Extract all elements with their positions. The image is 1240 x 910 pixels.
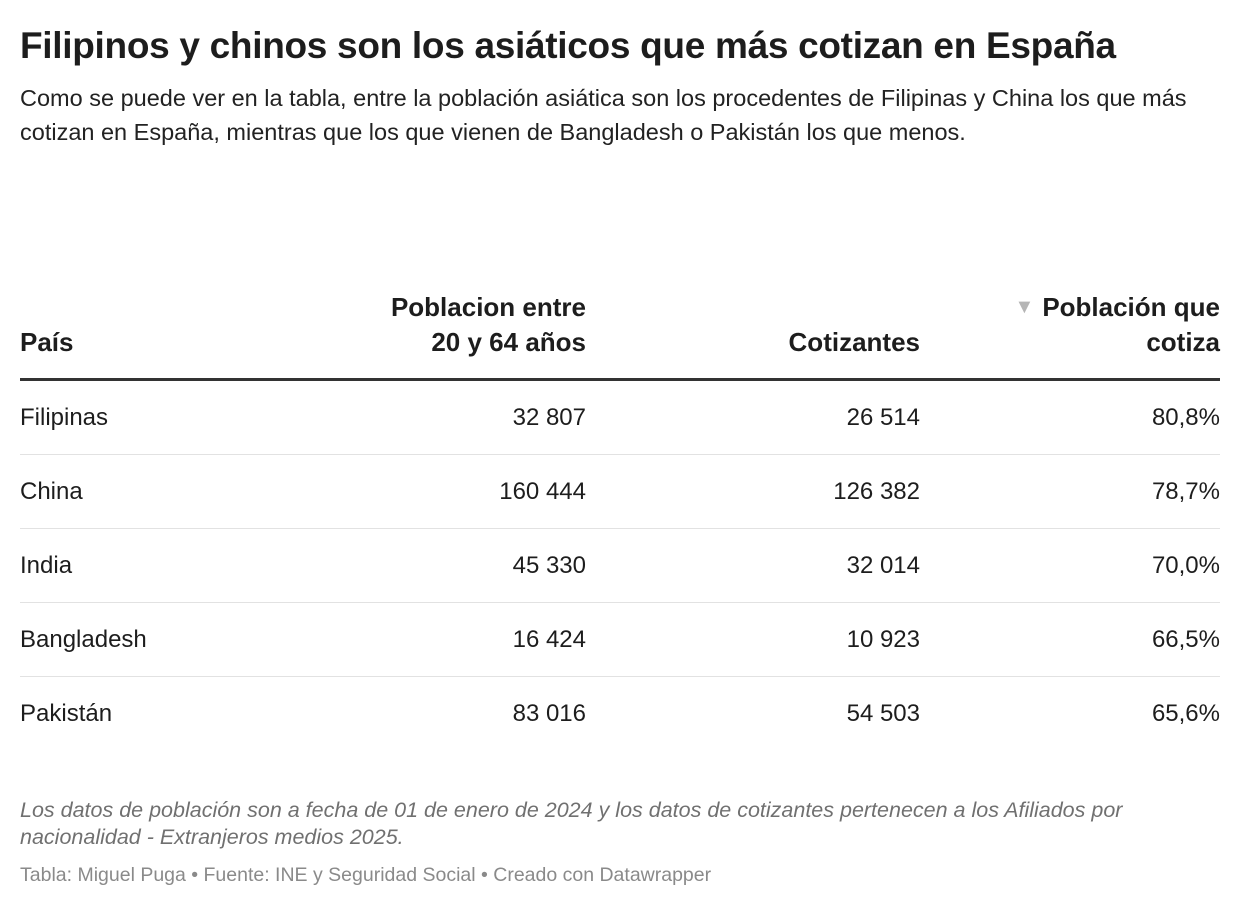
column-header-cotizantes[interactable]: Cotizantes <box>586 290 920 381</box>
cotizantes-cell: 26 514 <box>586 379 920 455</box>
table-row: Bangladesh 16 424 10 923 66,5% <box>20 602 1220 677</box>
country-cell: India <box>20 528 320 603</box>
country-cell: Pakistán <box>20 699 113 727</box>
chart-notes: Los datos de población son a fecha de 01… <box>20 798 1123 849</box>
column-header-poblacion-que-cotiza[interactable]: ▼ Población que cotiza <box>920 290 1220 381</box>
country-cell: China <box>20 454 320 529</box>
population-cell: 16 424 <box>320 602 586 677</box>
population-cell: 83 016 <box>512 699 586 727</box>
percentage-cell: 65,6% <box>1151 699 1220 727</box>
percentage-cell: 78,7% <box>920 454 1220 529</box>
table-row: Pakistán 83 016 54 503 65,6% <box>20 677 1220 751</box>
chart-title: Filipinos y chinos son los asiáticos que… <box>20 25 1116 66</box>
table-row: Filipinas 32 807 26 514 80,8% <box>20 379 1220 455</box>
table-row: India 45 330 32 014 70,0% <box>20 528 1220 603</box>
population-cell: 32 807 <box>320 379 586 455</box>
country-cell: Bangladesh <box>20 602 320 677</box>
percentage-cell: 66,5% <box>920 602 1220 677</box>
population-cell: 160 444 <box>320 454 586 529</box>
sort-descending-icon: ▼ <box>1014 296 1035 318</box>
percentage-cell: 70,0% <box>920 528 1220 603</box>
table-row: China 160 444 126 382 78,7% <box>20 454 1220 529</box>
table-header-row: País Poblacion entre 20 y 64 años Cotizan… <box>20 290 1220 381</box>
population-cell: 45 330 <box>320 528 586 603</box>
percentage-cell: 80,8% <box>920 379 1220 455</box>
chart-subtitle: Como se puede ver en la tabla, entre la … <box>20 85 1187 145</box>
cotizantes-cell: 32 014 <box>586 528 920 603</box>
cotizantes-cell: 10 923 <box>586 602 920 677</box>
chart-byline: Tabla: Miguel Puga • Fuente: INE y Segur… <box>20 864 712 886</box>
chart-header: Filipinos y chinos son los asiáticos que… <box>20 20 1220 149</box>
cotizantes-cell: 54 503 <box>846 699 920 727</box>
column-header-poblacion[interactable]: Poblacion entre 20 y 64 años <box>320 290 586 381</box>
data-table: País Poblacion entre 20 y 64 años Cotizan… <box>20 290 1220 750</box>
country-cell: Filipinas <box>20 379 320 455</box>
column-header-pais[interactable]: País <box>20 290 320 381</box>
cotizantes-cell: 126 382 <box>586 454 920 529</box>
